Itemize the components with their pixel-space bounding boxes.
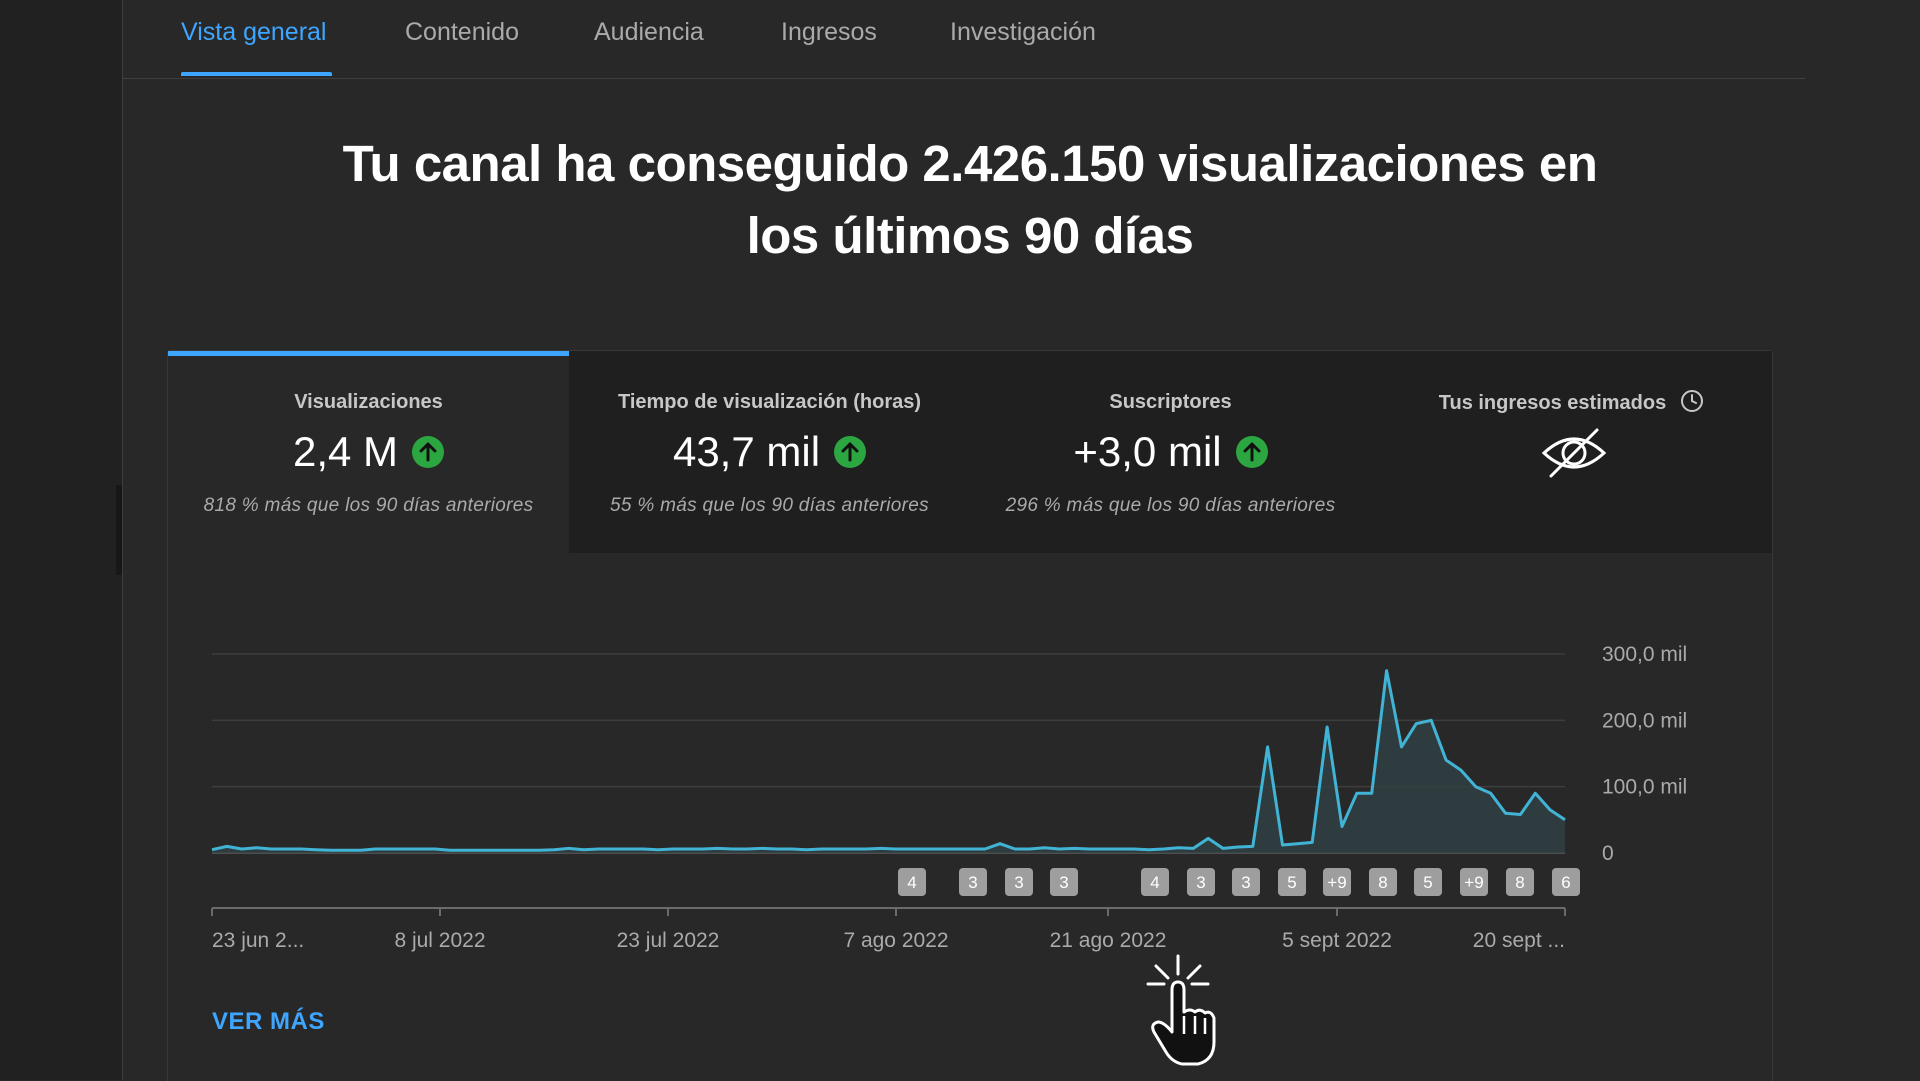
event-marker (1050, 868, 1078, 896)
x-tick-label: 21 ago 2022 (1050, 929, 1167, 952)
event-marker-label: 8 (1378, 873, 1387, 892)
metric-views[interactable]: Visualizaciones 2,4 M 818 % más que los … (168, 351, 570, 553)
metric-comparison: 296 % más que los 90 días anteriores (1005, 495, 1336, 516)
metric-value: 43,7 mil (672, 428, 821, 475)
active-tab-indicator (181, 72, 332, 76)
x-tick-label: 5 sept 2022 (1282, 929, 1392, 952)
see-more-link[interactable]: VER MÁS (212, 1008, 325, 1035)
active-metric-indicator (168, 351, 569, 356)
y-tick-label: 0 (1602, 842, 1614, 865)
tab-contenido[interactable]: Contenido (405, 18, 519, 46)
event-marker (1005, 868, 1033, 896)
arrow-up-icon (1235, 436, 1268, 468)
event-marker-label: 3 (968, 873, 977, 892)
series-line (211, 669, 1566, 852)
event-marker-label: 5 (1287, 873, 1296, 892)
event-marker-label: +9 (1464, 873, 1483, 892)
series-area (212, 670, 1565, 853)
event-marker (1552, 868, 1580, 896)
tab-audiencia[interactable]: Audiencia (594, 18, 704, 46)
overview-card: Visualizaciones 2,4 M 818 % más que los … (167, 350, 1773, 1081)
tab-investigacion[interactable]: Investigación (950, 18, 1096, 46)
event-marker (1232, 868, 1260, 896)
tab-ingresos[interactable]: Ingresos (781, 18, 877, 46)
event-marker-label: 3 (1014, 873, 1023, 892)
x-tick-label: 20 sept ... (1473, 929, 1565, 952)
metric-label: Visualizaciones (294, 391, 443, 413)
event-marker (1323, 868, 1351, 896)
sidebar-scroll-indicator (116, 485, 122, 575)
event-marker-label: 3 (1059, 873, 1068, 892)
event-marker (1460, 868, 1488, 896)
metric-value: 2,4 M (292, 428, 399, 475)
y-tick-label: 100,0 mil (1602, 776, 1687, 799)
event-marker-label: 4 (907, 873, 916, 892)
pointer-hand-icon (1140, 950, 1220, 1075)
analytics-tabs: Vista general Contenido Audiencia Ingres… (123, 0, 1805, 79)
x-tick-label: 7 ago 2022 (843, 929, 948, 952)
metric-watch-time[interactable]: Tiempo de visualización (horas) 43,7 mil… (569, 351, 971, 553)
tab-vista-general[interactable]: Vista general (181, 18, 327, 46)
event-marker (1141, 868, 1169, 896)
event-marker (1187, 868, 1215, 896)
x-tick-label: 23 jul 2022 (617, 929, 720, 952)
event-marker (1506, 868, 1534, 896)
y-tick-label: 300,0 mil (1602, 643, 1687, 666)
x-tick-label: 8 jul 2022 (394, 929, 485, 952)
x-tick-label: 23 jun 2... (212, 929, 304, 952)
event-marker (1369, 868, 1397, 896)
event-marker (959, 868, 987, 896)
left-sidebar (0, 0, 123, 1080)
event-marker (898, 868, 926, 896)
eye-off-icon (1541, 425, 1607, 486)
y-tick-label: 200,0 mil (1602, 709, 1687, 732)
metric-comparison: 818 % más que los 90 días anteriores (203, 495, 534, 516)
event-marker-label: +9 (1327, 873, 1346, 892)
event-marker-label: 8 (1515, 873, 1524, 892)
arrow-up-icon (412, 436, 445, 468)
event-marker-label: 3 (1241, 873, 1250, 892)
metric-subscribers[interactable]: Suscriptores +3,0 mil 296 % más que los … (970, 351, 1372, 553)
event-marker (1414, 868, 1442, 896)
metric-label: Tiempo de visualización (horas) (617, 391, 922, 413)
metric-value: +3,0 mil (1073, 428, 1222, 475)
event-marker-label: 3 (1196, 873, 1205, 892)
metric-comparison: 55 % más que los 90 días anteriores (610, 495, 929, 516)
event-marker (1278, 868, 1306, 896)
event-marker-label: 4 (1150, 873, 1159, 892)
event-marker-label: 5 (1423, 873, 1432, 892)
metric-estimated-revenue[interactable]: Tus ingresos estimados (1371, 351, 1772, 553)
clock-icon[interactable] (1680, 389, 1704, 418)
metric-label: Suscriptores (1109, 391, 1232, 413)
metric-label: Tus ingresos estimados (1438, 392, 1667, 414)
arrow-up-icon (834, 436, 867, 468)
page-headline: Tu canal ha conseguido 2.426.150 visuali… (342, 135, 1598, 264)
event-marker-label: 6 (1561, 873, 1570, 892)
